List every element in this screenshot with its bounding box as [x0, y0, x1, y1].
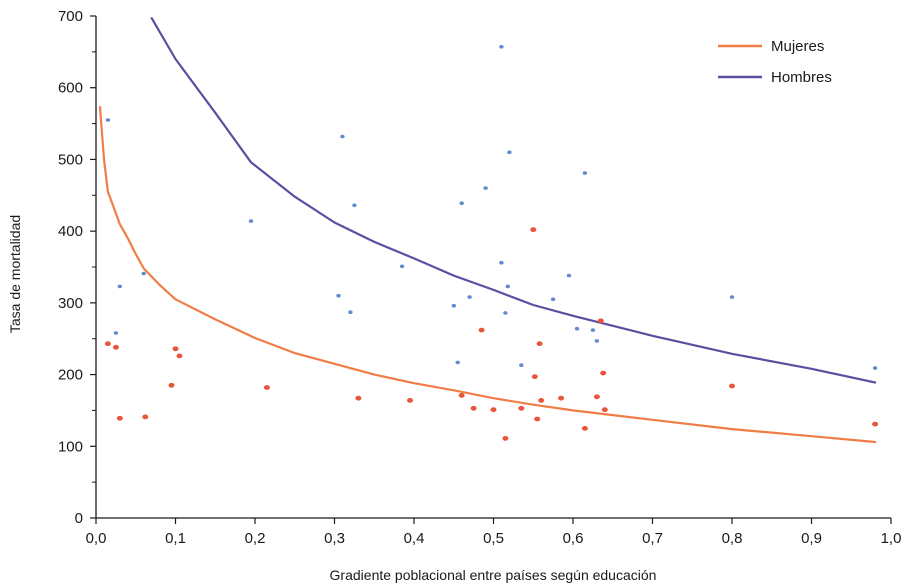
- data-point-hombres: [574, 326, 580, 331]
- x-tick-label: 0,2: [245, 530, 266, 547]
- data-point-hombres: [594, 339, 600, 343]
- legend: Mujeres Hombres: [718, 38, 832, 86]
- data-point-mujeres: [478, 327, 485, 333]
- data-point-mujeres: [263, 385, 270, 390]
- data-point-hombres: [505, 284, 510, 289]
- data-point-mujeres: [490, 407, 497, 413]
- y-tick-label: 700: [58, 8, 83, 25]
- data-point-mujeres: [729, 383, 735, 389]
- data-point-hombres: [141, 271, 146, 276]
- points: [104, 45, 879, 441]
- data-point-hombres: [550, 297, 556, 302]
- y-tick-label: 500: [58, 151, 83, 168]
- data-point-hombres: [566, 273, 572, 278]
- x-tick-label: 0,0: [86, 530, 107, 547]
- data-point-mujeres: [407, 398, 413, 403]
- data-point-mujeres: [530, 227, 537, 233]
- data-point-mujeres: [470, 405, 477, 411]
- data-point-hombres: [399, 264, 405, 269]
- y-tick-label: 300: [58, 295, 83, 312]
- data-point-mujeres: [538, 398, 545, 403]
- data-point-mujeres: [502, 436, 509, 441]
- data-point-hombres: [507, 150, 512, 155]
- data-point-hombres: [499, 45, 504, 49]
- y-tick-label: 100: [58, 438, 83, 455]
- data-point-mujeres: [600, 370, 607, 376]
- data-point-hombres: [348, 310, 353, 315]
- data-point-mujeres: [112, 344, 119, 350]
- data-point-hombres: [248, 219, 254, 223]
- data-point-hombres: [336, 293, 341, 298]
- data-point-hombres: [590, 328, 596, 332]
- data-point-mujeres: [518, 405, 525, 411]
- y-tick-label: 0: [75, 510, 83, 527]
- y-tick-label: 600: [58, 80, 83, 97]
- data-point-hombres: [352, 203, 357, 208]
- x-tick-label: 0,4: [404, 530, 425, 547]
- data-point-mujeres: [531, 374, 538, 380]
- legend-label-hombres: Hombres: [771, 69, 832, 86]
- data-point-hombres: [503, 311, 508, 315]
- data-point-hombres: [467, 295, 472, 299]
- x-tick-label: 0,7: [642, 530, 663, 547]
- y-tick-label: 200: [58, 367, 83, 384]
- data-point-hombres: [113, 331, 119, 335]
- data-point-mujeres: [581, 426, 588, 431]
- data-point-hombres: [340, 134, 345, 139]
- x-axis-title: Gradiente poblacional entre países según…: [330, 567, 657, 583]
- x-tick-label: 0,3: [324, 530, 345, 547]
- data-point-hombres: [582, 171, 588, 175]
- x-tick-label: 0,8: [722, 530, 743, 547]
- data-point-mujeres: [142, 414, 149, 420]
- data-point-hombres: [459, 201, 464, 205]
- data-point-mujeres: [176, 353, 183, 359]
- data-point-mujeres: [534, 416, 541, 422]
- x-tick-label: 0,9: [801, 530, 822, 547]
- data-point-hombres: [729, 295, 735, 299]
- data-point-hombres: [451, 303, 456, 308]
- data-point-hombres: [117, 284, 123, 289]
- y-tick-label: 400: [58, 223, 83, 240]
- data-point-mujeres: [536, 341, 543, 347]
- data-point-mujeres: [355, 395, 362, 401]
- data-point-hombres: [105, 118, 111, 122]
- x-tick-label: 0,1: [165, 530, 186, 547]
- data-point-hombres: [519, 363, 524, 368]
- series-curve-mujeres: [98, 106, 877, 444]
- x-tick-label: 1,0: [881, 530, 902, 547]
- data-point-mujeres: [458, 393, 465, 398]
- data-point-mujeres: [104, 341, 111, 347]
- data-point-hombres: [499, 260, 504, 265]
- data-point-mujeres: [168, 382, 175, 388]
- data-point-mujeres: [172, 346, 179, 352]
- data-point-mujeres: [872, 421, 879, 427]
- data-point-mujeres: [116, 415, 123, 421]
- curves: [98, 17, 877, 444]
- x-tick-label: 0,6: [563, 530, 584, 547]
- data-point-hombres: [872, 366, 878, 370]
- data-point-hombres: [483, 186, 488, 190]
- series-curve-hombres: [150, 17, 877, 384]
- data-point-mujeres: [601, 407, 608, 413]
- data-point-mujeres: [593, 394, 600, 400]
- axes: [95, 16, 891, 519]
- y-axis-title: Tasa de mortalidad: [7, 215, 23, 333]
- x-tick-label: 0,5: [483, 530, 504, 547]
- data-point-mujeres: [558, 395, 565, 401]
- data-point-mujeres: [597, 318, 604, 324]
- data-point-hombres: [455, 360, 460, 365]
- legend-label-mujeres: Mujeres: [771, 38, 824, 55]
- ticks: 0,0 0,1 0,2 0,3 0,4 0,5 0,6 0,7 0,8 0,9 1,0 0 100 200…: [58, 8, 901, 547]
